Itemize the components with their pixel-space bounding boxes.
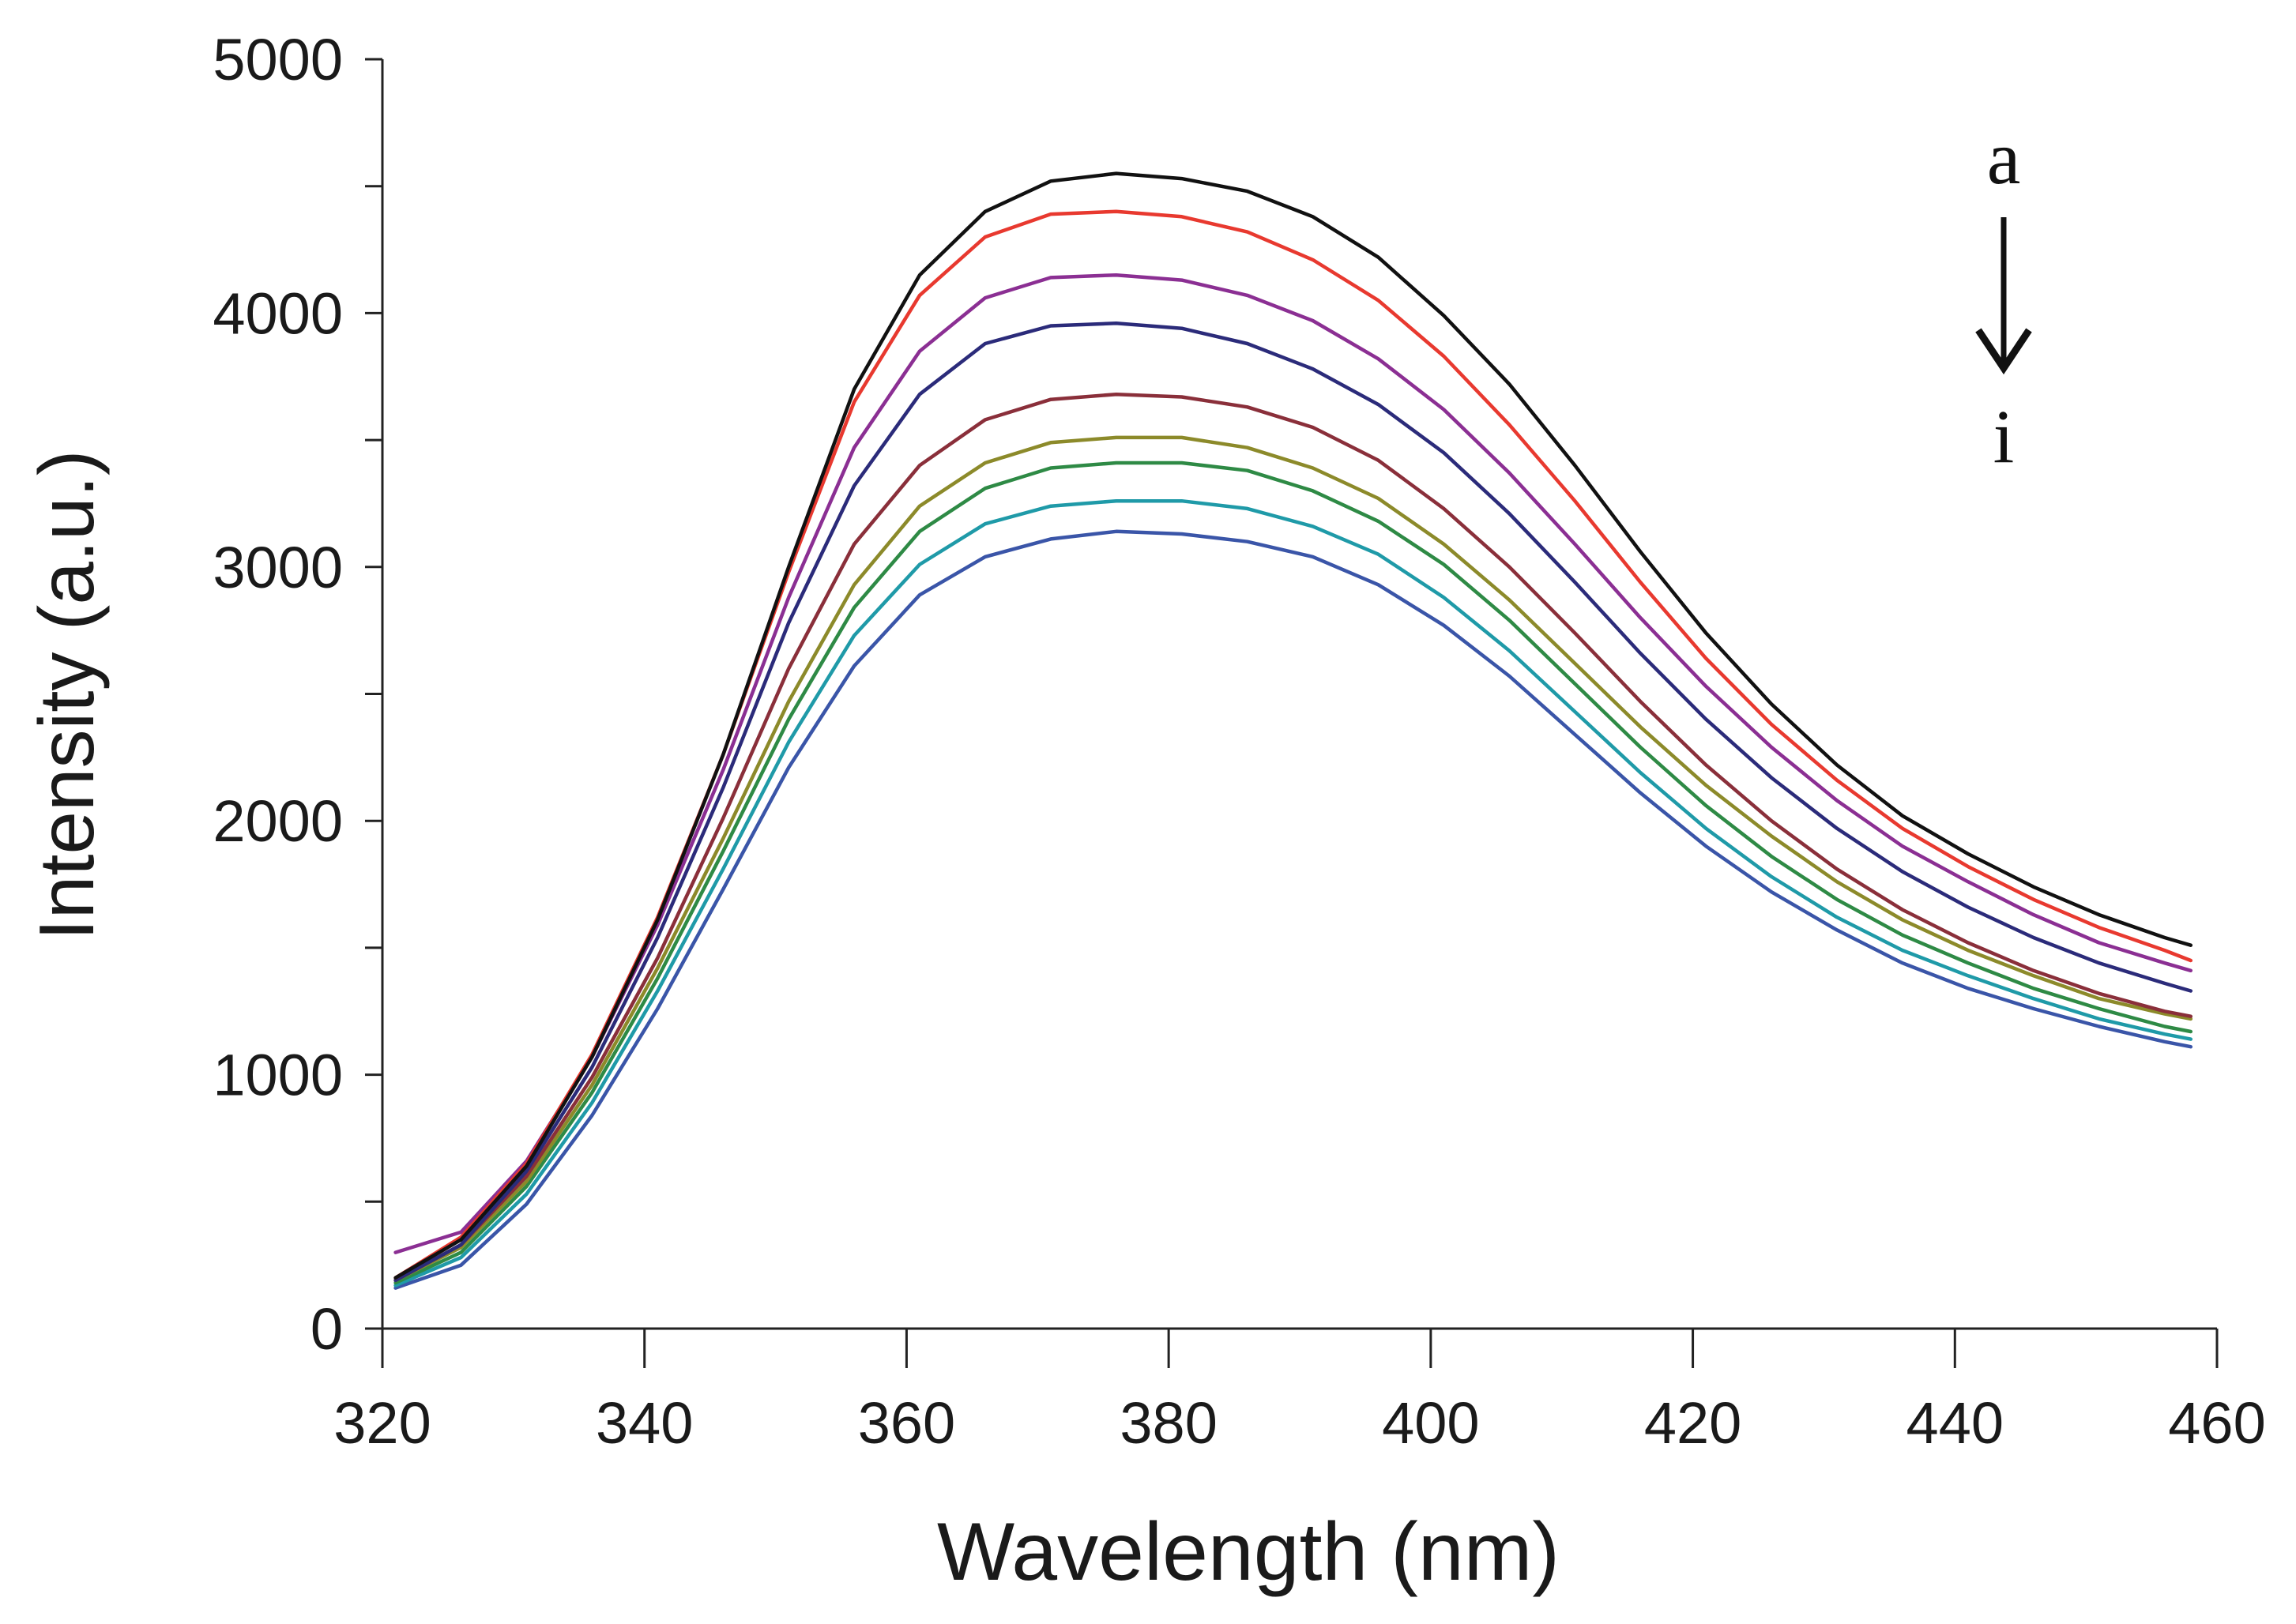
series-line-f	[393, 435, 2193, 1283]
x-ticks: 320 340 360 380 400 420 440 460	[333, 1329, 2266, 1456]
series-line-d	[393, 321, 2193, 1283]
y-tick-label: 3000	[213, 535, 343, 600]
y-tick-label: 4000	[213, 280, 343, 346]
series-line-a	[393, 171, 2193, 1280]
down-arrow-icon	[1975, 328, 2032, 375]
x-tick-label: 460	[2168, 1390, 2265, 1456]
x-axis-title: Wavelength (nm)	[937, 1506, 1560, 1598]
y-tick-label: 5000	[213, 27, 343, 92]
annotation-start-label: a	[1987, 115, 2021, 200]
y-tick-label: 1000	[213, 1043, 343, 1108]
y-tick-label: 0	[311, 1296, 343, 1362]
x-tick-label: 400	[1382, 1390, 1479, 1456]
series-line-i	[393, 529, 2193, 1290]
y-ticks: 0 1000 2000 3000 4000 5000	[213, 27, 382, 1362]
x-tick-label: 380	[1120, 1390, 1217, 1456]
x-tick-label: 440	[1906, 1390, 2004, 1456]
x-tick-label: 420	[1644, 1390, 1741, 1456]
y-axis-title: Intensity (a.u.)	[23, 450, 110, 941]
series-group	[393, 171, 2193, 1290]
series-line-g	[393, 461, 2193, 1285]
series-line-b	[393, 209, 2193, 1280]
y-tick-label: 2000	[213, 788, 343, 854]
series-line-h	[393, 498, 2193, 1288]
series-line-e	[393, 392, 2193, 1283]
annotation-end-label: i	[1993, 394, 2015, 479]
x-tick-label: 360	[858, 1390, 955, 1456]
series-line-c	[393, 273, 2193, 1254]
x-tick-label: 340	[596, 1390, 693, 1456]
series-order-annotation: a i	[1975, 115, 2032, 479]
x-tick-label: 320	[333, 1390, 431, 1456]
